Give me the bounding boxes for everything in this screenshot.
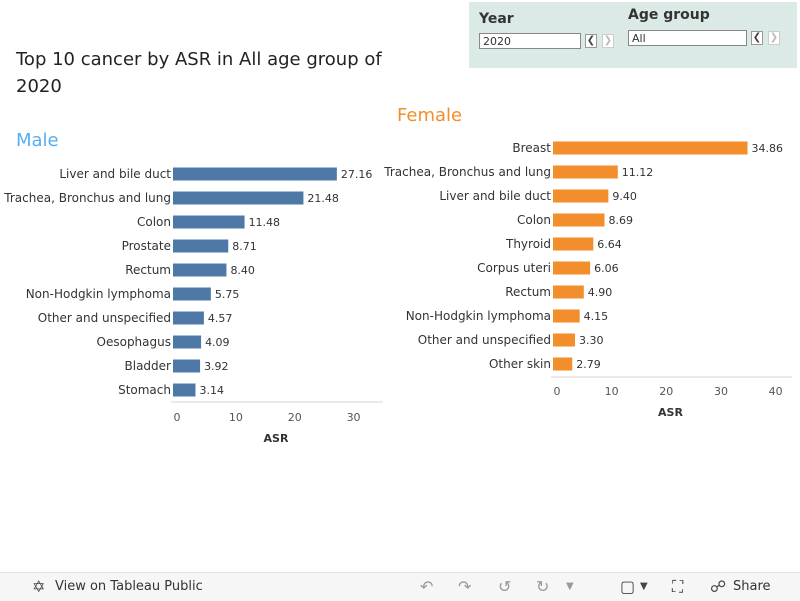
female-category-label: Colon	[517, 213, 551, 227]
female-value-label: 4.90	[588, 286, 613, 299]
male-category-label: Other and unspecified	[38, 311, 171, 325]
male-bar	[173, 311, 204, 325]
female-value-label: 9.40	[612, 190, 637, 203]
male-tick-label: 0	[174, 411, 181, 424]
female-bar	[553, 165, 618, 179]
male-category-label: Colon	[137, 215, 171, 229]
female-category-label: Corpus uteri	[477, 261, 551, 275]
female-tick-label: 10	[605, 385, 619, 398]
download-dropdown-icon[interactable]: ▼	[640, 581, 648, 592]
male-value-label: 8.71	[232, 240, 257, 253]
male-value-label: 5.75	[215, 288, 240, 301]
female-category-label: Thyroid	[505, 237, 551, 251]
male-axis-title: ASR	[264, 432, 289, 445]
female-tick-label: 30	[714, 385, 728, 398]
female-category-label: Trachea, Bronchus and lung	[383, 165, 551, 179]
male-category-label: Trachea, Bronchus and lung	[3, 191, 171, 205]
refresh-dropdown-icon[interactable]: ▼	[566, 581, 574, 592]
male-value-label: 8.40	[230, 264, 255, 277]
female-bar	[553, 309, 580, 323]
female-value-label: 34.86	[752, 142, 784, 155]
age-group-prev-button[interactable]: ❮	[751, 31, 763, 45]
male-value-label: 3.92	[204, 360, 229, 373]
male-bar	[173, 191, 304, 205]
female-category-label: Rectum	[505, 285, 551, 299]
female-bar	[553, 141, 748, 155]
female-category-label: Liver and bile duct	[439, 189, 551, 203]
female-value-label: 2.79	[576, 358, 601, 371]
male-bar	[173, 335, 202, 349]
revert-icon[interactable]: ↺	[498, 577, 512, 596]
year-prev-button[interactable]: ❮	[585, 34, 597, 48]
female-axis-title: ASR	[658, 406, 683, 419]
female-bar	[553, 285, 584, 299]
year-next-button[interactable]: ❯	[602, 34, 614, 48]
female-category-label: Non-Hodgkin lymphoma	[406, 309, 551, 323]
download-icon[interactable]: ▢	[620, 577, 636, 596]
age-group-next-button[interactable]: ❯	[768, 31, 780, 45]
male-bar	[173, 383, 196, 397]
male-category-label: Rectum	[125, 263, 171, 277]
year-select[interactable]: 2020	[479, 33, 581, 49]
male-tick-label: 20	[288, 411, 302, 424]
chart-area: Liver and bile duct 27.16 Trachea, Bronchu…	[3, 141, 792, 445]
female-tick-label: 40	[769, 385, 783, 398]
female-value-label: 3.30	[579, 334, 604, 347]
male-category-label: Non-Hodgkin lymphoma	[26, 287, 171, 301]
male-value-label: 4.57	[208, 312, 233, 325]
male-bar	[173, 239, 229, 253]
female-value-label: 11.12	[622, 166, 654, 179]
male-bar	[173, 167, 337, 181]
female-value-label: 4.15	[584, 310, 609, 323]
male-value-label: 4.09	[205, 336, 230, 349]
female-category-label: Other skin	[489, 357, 551, 371]
male-tick-label: 30	[347, 411, 361, 424]
male-category-label: Prostate	[122, 239, 171, 253]
female-tick-label: 20	[659, 385, 673, 398]
female-bar	[553, 261, 591, 275]
male-category-label: Stomach	[118, 383, 171, 397]
female-value-label: 8.69	[608, 214, 633, 227]
male-category-label: Liver and bile duct	[59, 167, 171, 181]
age-group-select[interactable]: All	[628, 30, 747, 46]
age-group-filter-label: Age group	[628, 7, 710, 23]
filter-panel: Year 2020 ❮ ❯ Age group All ❮ ❯	[469, 2, 797, 68]
male-bar	[173, 287, 211, 301]
share-icon[interactable]: ☍	[710, 577, 727, 596]
year-filter-label: Year	[479, 11, 514, 27]
female-bar	[553, 333, 576, 347]
female-value-label: 6.64	[597, 238, 622, 251]
male-category-label: Oesophagus	[97, 335, 171, 349]
male-bar	[173, 263, 227, 277]
page-title: Top 10 cancer by ASR in All age group of…	[16, 49, 382, 97]
undo-icon[interactable]: ↶	[420, 577, 434, 596]
female-category-label: Other and unspecified	[418, 333, 551, 347]
male-category-label: Bladder	[125, 359, 172, 373]
female-section-label: Female	[397, 105, 463, 126]
refresh-icon[interactable]: ↻	[536, 577, 550, 596]
redo-icon[interactable]: ↷	[458, 577, 472, 596]
male-value-label: 3.14	[199, 384, 224, 397]
female-bar	[553, 213, 605, 227]
male-tick-label: 10	[229, 411, 243, 424]
tableau-logo-icon: ✡	[32, 577, 46, 596]
female-bar	[553, 189, 609, 203]
tableau-toolbar: ✡ View on Tableau Public ↶ ↷ ↺ ↻ ▼ ▢ ▼ ⛶…	[0, 572, 800, 601]
female-value-label: 6.06	[594, 262, 619, 275]
male-value-label: 11.48	[249, 216, 281, 229]
female-bar	[553, 237, 594, 251]
male-value-label: 21.48	[307, 192, 339, 205]
female-tick-label: 0	[554, 385, 561, 398]
male-bar	[173, 215, 245, 229]
view-on-tableau-link[interactable]: View on Tableau Public	[55, 579, 203, 594]
male-bar	[173, 359, 201, 373]
share-button[interactable]: Share	[733, 579, 771, 594]
fullscreen-icon[interactable]: ⛶	[672, 577, 684, 596]
male-section-label: Male	[16, 130, 59, 151]
male-value-label: 27.16	[341, 168, 373, 181]
female-bar	[553, 357, 573, 371]
female-category-label: Breast	[512, 141, 551, 155]
